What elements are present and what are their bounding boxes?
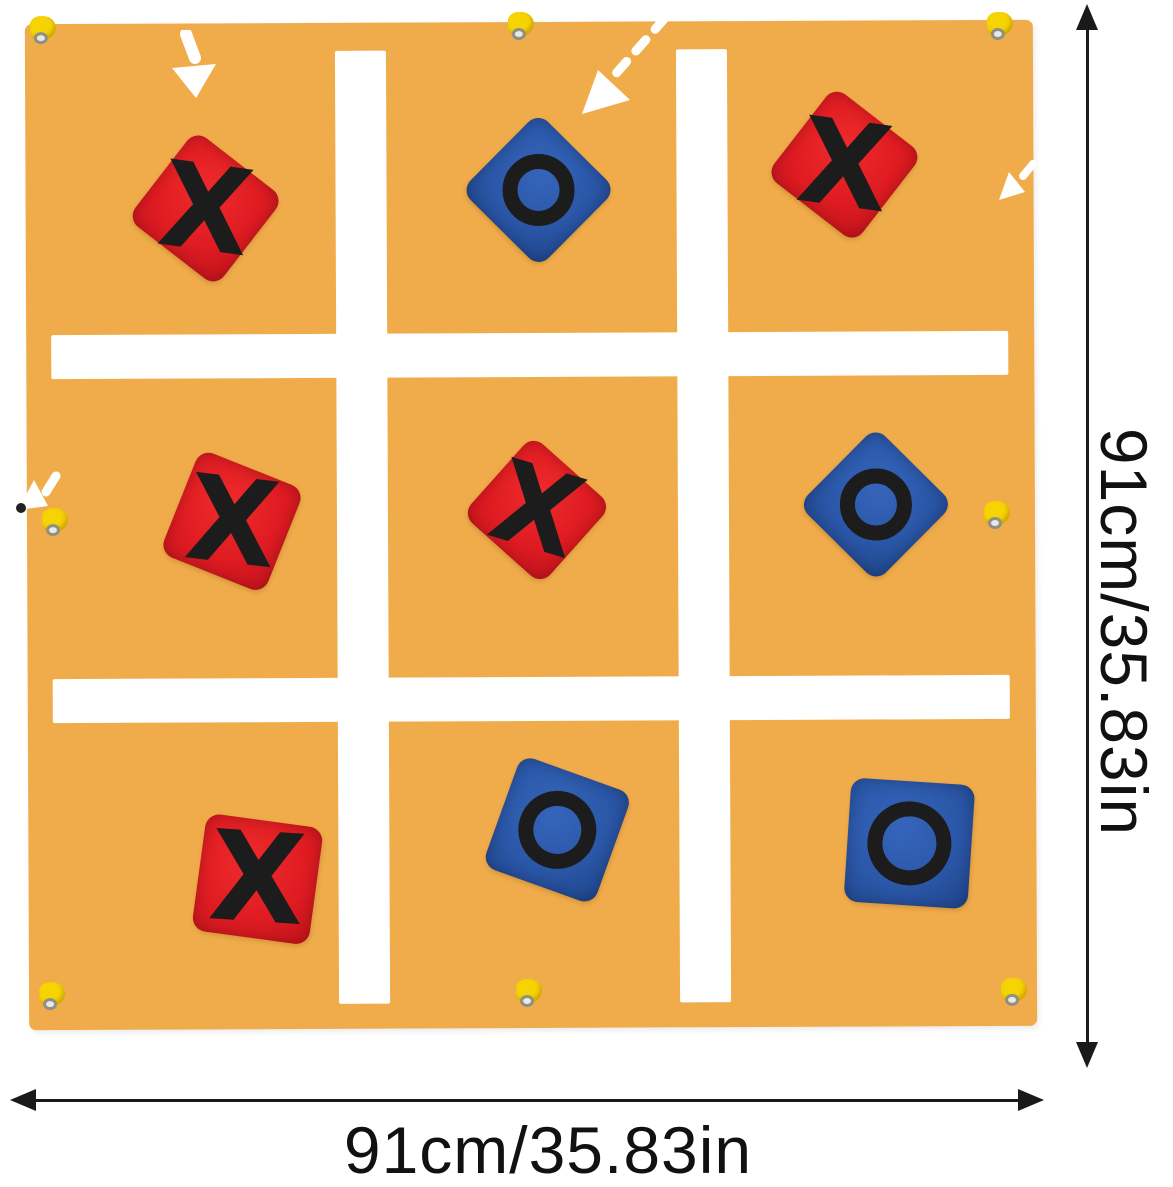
mat-clip-icon-middle-right: [982, 500, 1012, 535]
o-mark: [864, 798, 955, 889]
white-arrow-icon-right-edge: [999, 160, 1037, 200]
grid-line-horizontal-2: [52, 674, 1010, 724]
grid-line-vertical-1: [334, 50, 391, 1004]
o-mark: [507, 780, 608, 880]
x-mark: X: [178, 447, 286, 596]
bean-bag-x-middle-left: X: [159, 447, 305, 596]
o-mark: [487, 139, 590, 241]
height-dimension-label: 91cm/35.83in: [1087, 427, 1161, 837]
grid-line-horizontal-1: [51, 330, 1009, 380]
bean-bag-x-top-left: X: [127, 129, 285, 287]
x-mark: X: [205, 804, 310, 955]
mat-clip-icon-top-left: [28, 16, 58, 50]
bean-bag-x-bottom-left: X: [191, 804, 324, 955]
grid-line-vertical-2: [675, 49, 732, 1003]
width-dimension-label: 91cm/35.83in: [343, 1113, 753, 1187]
white-dashed-arrow-icon-top-center: [582, 13, 670, 114]
x-mark: X: [476, 435, 598, 585]
mat-clip-icon-bottom-center: [514, 978, 544, 1013]
bean-bag-o-top-center: [460, 112, 617, 268]
mat-clip-icon-bottom-left: [37, 982, 67, 1016]
o-mark: [825, 453, 927, 556]
bean-bag-o-bottom-center: [481, 754, 633, 906]
bean-bag-x-middle-center: X: [462, 435, 612, 585]
bean-bag-x-top-right: X: [765, 86, 923, 244]
bean-bag-o-middle-right: [798, 426, 954, 583]
white-arrow-icon-top-left: [172, 30, 216, 98]
x-mark: X: [790, 90, 899, 240]
x-mark: X: [151, 133, 260, 283]
mat-clip-icon-bottom-right: [999, 977, 1029, 1012]
game-mat: X X X X X: [24, 11, 1038, 1031]
white-arrow-icon-left-edge: [16, 471, 61, 513]
bean-bag-o-bottom-right: [843, 777, 976, 910]
mat-clip-icon-top-right: [985, 11, 1015, 46]
mat-clip-icon-top-center: [506, 11, 536, 46]
